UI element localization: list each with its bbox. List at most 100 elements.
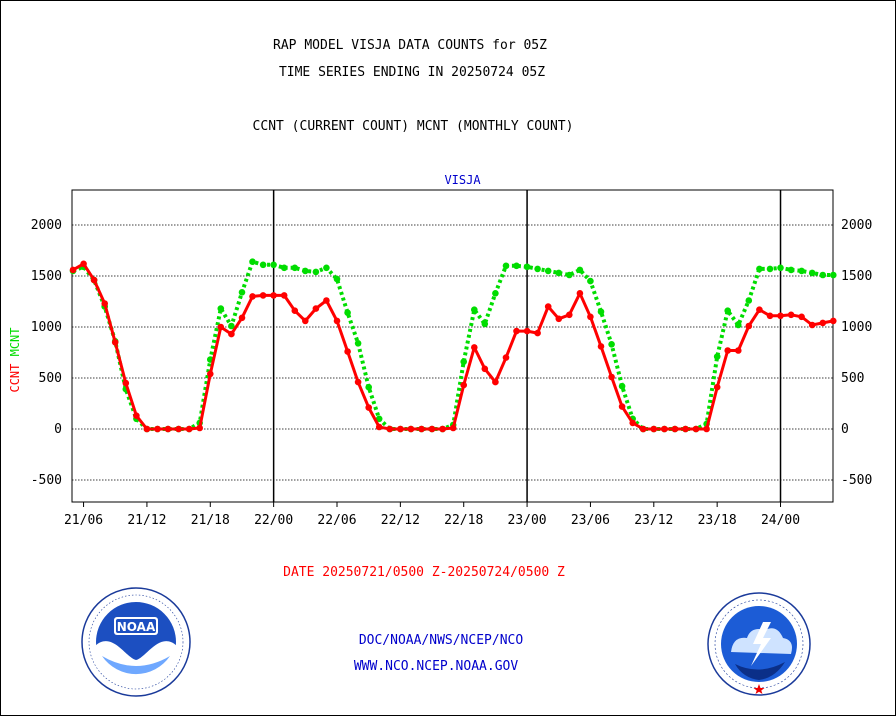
y-tick-label-right: 2000 xyxy=(841,218,872,233)
data-point-ccnt xyxy=(766,312,774,320)
data-point-ccnt xyxy=(217,323,225,331)
data-point-ccnt xyxy=(164,425,172,433)
data-point-mcnt xyxy=(713,353,721,360)
chart-title-line2: TIME SERIES ENDING IN 20250724 05Z xyxy=(278,65,546,80)
data-point-ccnt xyxy=(302,317,309,325)
data-point-mcnt xyxy=(280,264,288,272)
x-tick-label: 22/12 xyxy=(381,513,420,528)
y-tick-label-left: 1000 xyxy=(31,320,62,335)
data-point-mcnt xyxy=(502,262,510,270)
data-point-ccnt xyxy=(629,419,636,427)
data-point-ccnt xyxy=(111,339,119,346)
x-tick-label: 23/00 xyxy=(508,513,547,528)
data-point-mcnt xyxy=(777,264,784,272)
data-point-mcnt xyxy=(238,289,246,296)
data-point-ccnt xyxy=(798,313,805,321)
data-point-mcnt xyxy=(756,265,763,273)
data-point-ccnt xyxy=(492,378,499,386)
data-point-ccnt xyxy=(566,311,573,319)
data-point-ccnt xyxy=(830,317,837,325)
x-tick-label: 21/06 xyxy=(64,513,103,528)
data-point-mcnt xyxy=(597,308,605,316)
data-point-ccnt xyxy=(523,327,531,335)
data-point-mcnt xyxy=(228,322,235,330)
data-point-ccnt xyxy=(428,425,436,433)
data-point-ccnt xyxy=(386,425,394,433)
data-point-mcnt xyxy=(270,261,277,269)
data-point-mcnt xyxy=(312,268,320,276)
x-tick-label: 22/18 xyxy=(444,513,483,528)
data-point-ccnt xyxy=(196,424,203,432)
series-line-mcnt xyxy=(72,259,834,431)
x-tick-label: 22/00 xyxy=(254,513,293,528)
data-point-ccnt xyxy=(238,314,246,322)
data-point-ccnt xyxy=(375,423,383,431)
data-point-ccnt xyxy=(639,425,647,433)
data-point-ccnt xyxy=(133,412,140,420)
data-point-ccnt xyxy=(418,425,425,433)
data-point-ccnt xyxy=(502,354,510,361)
svg-text:NOAA: NOAA xyxy=(117,620,156,634)
footer-line1: DOC/NOAA/NWS/NCEP/NCO xyxy=(358,633,524,648)
x-tick-label: 22/06 xyxy=(317,513,356,528)
data-point-ccnt xyxy=(650,425,658,433)
data-point-mcnt xyxy=(618,382,626,390)
y-tick-label-right: 0 xyxy=(841,422,849,437)
data-point-ccnt xyxy=(333,317,341,325)
data-point-mcnt xyxy=(724,307,731,315)
data-point-ccnt xyxy=(692,425,700,433)
data-point-ccnt xyxy=(344,348,351,355)
legend-text: CCNT (CURRENT COUNT) MCNT (MONTHLY COUNT… xyxy=(252,119,574,134)
data-point-mcnt xyxy=(217,305,225,312)
data-point-ccnt xyxy=(101,300,108,307)
data-point-mcnt xyxy=(333,275,341,283)
data-point-ccnt xyxy=(270,292,277,299)
x-tick-label: 24/00 xyxy=(761,513,800,528)
data-point-mcnt xyxy=(819,271,827,279)
data-point-mcnt xyxy=(471,306,478,314)
data-point-ccnt xyxy=(576,290,584,297)
y-tick-label-right: 1500 xyxy=(841,269,872,284)
data-point-ccnt xyxy=(449,424,457,432)
data-point-ccnt xyxy=(122,379,130,387)
data-point-ccnt xyxy=(207,370,214,378)
data-point-ccnt xyxy=(713,383,721,391)
data-point-mcnt xyxy=(830,271,837,279)
data-point-mcnt xyxy=(302,267,309,275)
data-point-ccnt xyxy=(80,260,87,268)
data-point-mcnt xyxy=(534,265,541,273)
data-point-ccnt xyxy=(724,347,731,354)
data-point-ccnt xyxy=(608,373,615,381)
data-point-ccnt xyxy=(587,313,594,321)
data-point-ccnt xyxy=(175,425,182,433)
data-point-ccnt xyxy=(460,381,468,389)
date-range: DATE 20250721/0500 Z-20250724/0500 Z xyxy=(283,565,565,580)
data-point-mcnt xyxy=(249,258,256,266)
y-tick-label-left: 1500 xyxy=(31,269,62,284)
data-point-mcnt xyxy=(808,269,816,277)
data-point-mcnt xyxy=(365,383,373,391)
data-point-ccnt xyxy=(682,425,689,433)
data-point-ccnt xyxy=(544,303,552,310)
data-point-mcnt xyxy=(544,267,552,275)
data-point-mcnt xyxy=(354,340,362,347)
data-point-mcnt xyxy=(745,297,753,304)
y-axis-label: CCNT MCNT xyxy=(8,327,22,392)
data-point-ccnt xyxy=(555,315,563,323)
data-point-ccnt xyxy=(481,365,489,373)
data-point-ccnt xyxy=(661,425,668,433)
data-point-ccnt xyxy=(354,378,362,386)
data-point-ccnt xyxy=(143,425,151,433)
data-point-ccnt xyxy=(703,425,710,433)
data-point-mcnt xyxy=(481,320,489,328)
data-point-ccnt xyxy=(534,329,541,337)
y-tick-label-left: 0 xyxy=(54,422,62,437)
data-point-mcnt xyxy=(460,358,468,366)
data-point-ccnt xyxy=(280,292,288,299)
data-point-ccnt xyxy=(597,343,605,350)
data-point-ccnt xyxy=(323,297,330,304)
data-point-mcnt xyxy=(344,309,351,317)
y-tick-label-left: 500 xyxy=(39,371,62,386)
data-point-mcnt xyxy=(375,415,383,423)
